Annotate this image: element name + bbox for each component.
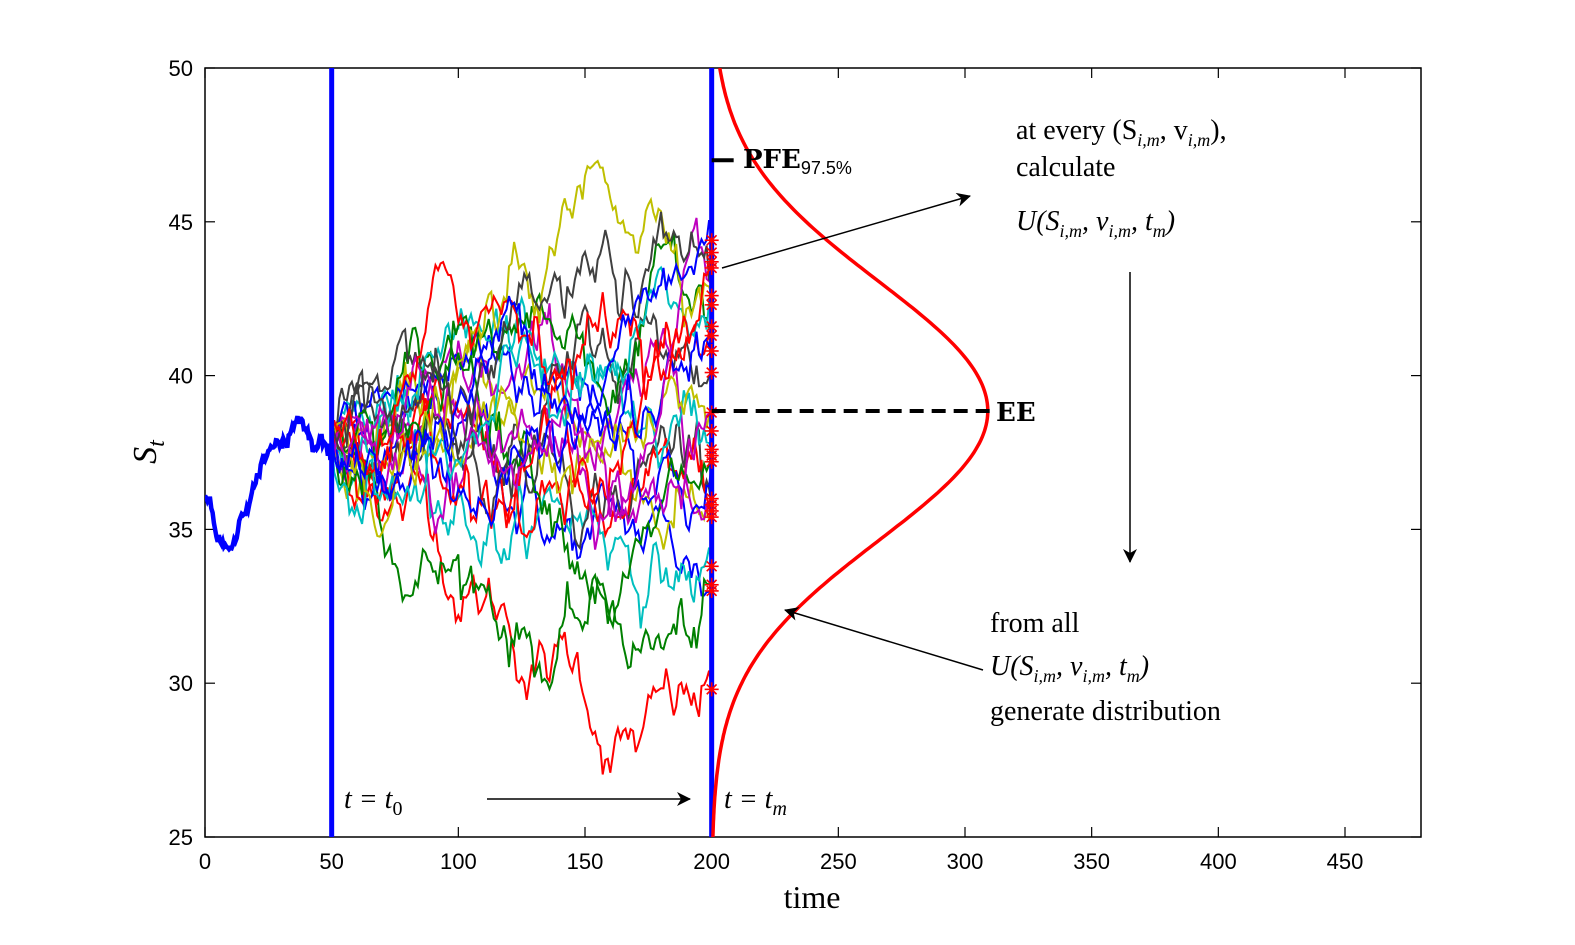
tm-label: t = tm xyxy=(724,784,787,820)
simulated-path xyxy=(330,331,713,528)
simulated-path xyxy=(331,159,713,538)
endpoint-marker xyxy=(704,328,719,343)
endpoint-marker xyxy=(704,245,719,260)
simulated-path xyxy=(330,219,713,503)
svg-text:St: St xyxy=(127,439,170,464)
simulated-path xyxy=(330,294,713,487)
endpoint-marker xyxy=(704,491,719,506)
endpoint-marker xyxy=(704,288,719,303)
endpoint-marker xyxy=(704,577,719,592)
x-tick-label: 300 xyxy=(947,849,984,874)
y-tick-label: 50 xyxy=(169,56,193,81)
annotation-top-line2: calculate xyxy=(1016,152,1115,183)
x-tick-label: 350 xyxy=(1073,849,1110,874)
distribution-curve xyxy=(711,68,990,837)
simulated-path xyxy=(331,303,713,521)
simulated-path xyxy=(330,211,713,455)
x-tick-label: 400 xyxy=(1200,849,1237,874)
x-tick-label: 100 xyxy=(440,849,477,874)
history-line xyxy=(205,415,334,553)
x-tick-label: 250 xyxy=(820,849,857,874)
ee-pfe-lines xyxy=(711,158,990,413)
pfe-label: PFE97.5% xyxy=(743,145,852,178)
endpoint-marker xyxy=(704,233,719,248)
t0-label: t = t0 xyxy=(344,784,402,820)
simulated-path xyxy=(330,252,713,476)
annotation-bottom-line1: from all xyxy=(990,608,1080,639)
plot-frame xyxy=(204,67,1422,838)
arrow-to-distribution xyxy=(784,607,984,671)
endpoint-markers xyxy=(704,233,719,697)
x-tick-label: 200 xyxy=(693,849,730,874)
endpoint-marker xyxy=(704,682,719,697)
ee-label: EE xyxy=(996,398,1036,428)
y-axis-label: St xyxy=(127,439,170,464)
y-tick-label: 45 xyxy=(169,210,193,235)
annotation-bottom-line3: generate distribution xyxy=(990,696,1221,727)
x-tick-label: 0 xyxy=(199,849,211,874)
distribution-line xyxy=(711,68,990,837)
endpoint-marker xyxy=(704,319,719,334)
simulated-path xyxy=(330,374,713,502)
y-tick-label: 35 xyxy=(169,517,193,542)
y-tick-label: 25 xyxy=(169,825,193,850)
simulated-path xyxy=(331,393,713,550)
arrow-to-calculate xyxy=(721,192,971,269)
axis-ticks: 0 50 100 150 200 250 300 350 400 450 25 30 35 40 45 50 xyxy=(169,56,1421,874)
x-tick-label: 50 xyxy=(319,849,343,874)
x-tick-label: 450 xyxy=(1327,849,1364,874)
x-tick-label: 150 xyxy=(567,849,604,874)
y-tick-label: 40 xyxy=(169,364,193,389)
annotation-top-line3: U(Si,m, vi,m, tm) xyxy=(1016,206,1175,241)
y-tick-label: 30 xyxy=(169,671,193,696)
x-axis-label: time xyxy=(784,879,841,915)
endpoint-marker xyxy=(704,365,719,380)
endpoint-marker xyxy=(704,559,719,574)
endpoint-marker xyxy=(704,442,719,457)
endpoint-marker xyxy=(704,343,719,358)
endpoint-marker xyxy=(704,423,719,438)
annotation-top-line1: at every (Si,m, vi,m), xyxy=(1016,115,1227,150)
annotation-bottom-line2: U(Si,m, vi,m, tm) xyxy=(990,651,1149,686)
simulated-path xyxy=(330,436,712,692)
simulated-paths xyxy=(330,159,713,775)
history-path xyxy=(205,415,334,553)
